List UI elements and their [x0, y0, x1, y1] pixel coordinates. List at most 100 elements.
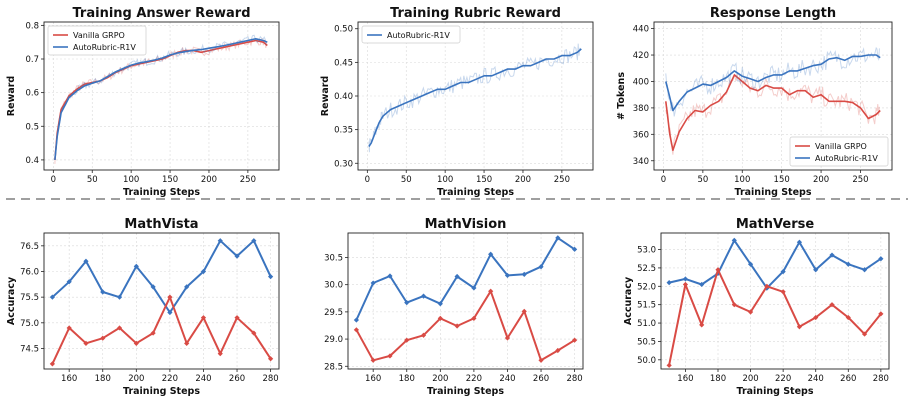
data-point	[780, 268, 786, 275]
x-tick-label: 50	[87, 175, 98, 185]
data-point	[251, 238, 257, 244]
chart-title: MathVerse	[736, 217, 814, 232]
series-line	[54, 39, 268, 160]
plot-frame	[43, 21, 280, 171]
x-tick-label: 100	[437, 175, 453, 185]
data-point	[780, 289, 786, 295]
series-line	[54, 37, 268, 160]
x-tick-label: 200	[813, 175, 829, 185]
legend-entry: Vanilla GRPO	[73, 31, 125, 40]
x-tick-label: 240	[808, 374, 824, 384]
data-point	[538, 264, 544, 270]
y-tick-label: 29.5	[324, 308, 343, 318]
x-tick-label: 200	[201, 175, 217, 185]
data-point	[699, 281, 705, 288]
data-point	[150, 284, 156, 290]
chart-mathvista: MathVista 160 180 200 220 240 260 280 74.5 75.0 75…	[6, 217, 280, 397]
data-point	[861, 331, 868, 337]
data-point	[829, 252, 835, 258]
series-line	[51, 296, 272, 365]
y-tick-label: 50.5	[637, 337, 656, 347]
x-tick-label: 260	[533, 374, 549, 384]
data-point	[878, 256, 884, 262]
y-tick-label: 50.0	[637, 356, 656, 366]
x-axis-label: Training Steps	[735, 187, 812, 198]
data-point	[100, 289, 106, 295]
x-tick-label: 180	[399, 374, 415, 384]
data-point	[682, 276, 689, 282]
series-line	[668, 239, 882, 290]
legend-entry: AutoRubric-R1V	[815, 154, 878, 163]
data-point	[538, 357, 544, 363]
legend-box	[789, 136, 889, 167]
data-point	[370, 357, 376, 363]
y-tick-label: 0.40	[334, 92, 353, 102]
data-point	[83, 258, 89, 264]
plot-frame	[43, 232, 280, 370]
data-point	[251, 330, 257, 336]
data-point	[200, 268, 207, 275]
data-point	[845, 314, 851, 321]
data-point	[504, 272, 511, 279]
x-axis-label: Training Steps	[123, 386, 200, 397]
data-point	[387, 273, 393, 279]
series-line	[668, 268, 882, 366]
x-axis-label: Training Steps	[123, 187, 200, 198]
data-point	[747, 309, 754, 315]
plot-frame	[357, 21, 594, 171]
y-tick-label: 0.6	[25, 89, 39, 99]
chart-title: Training Answer Reward	[72, 6, 250, 21]
data-point	[861, 267, 868, 273]
x-tick-label: 250	[240, 175, 256, 185]
x-axis-label: Training Steps	[437, 187, 514, 198]
y-tick-label: 52.0	[637, 282, 656, 292]
data-point	[116, 294, 123, 300]
x-tick-label: 200	[128, 374, 144, 384]
data-point	[133, 340, 139, 346]
y-tick-label: 0.45	[334, 58, 353, 68]
data-point	[150, 330, 156, 336]
y-tick-label: 28.5	[324, 362, 343, 372]
data-point	[471, 285, 477, 291]
chart-response-length: Response Length 0 50 100 150 200 250 340 360 380 4…	[616, 6, 893, 198]
data-point	[49, 294, 55, 300]
data-point	[234, 253, 240, 259]
y-tick-label: 0.5	[25, 122, 39, 132]
x-tick-label: 280	[873, 374, 889, 384]
y-tick-label: 0.30	[334, 159, 353, 169]
x-tick-label: 240	[195, 374, 211, 384]
data-point	[353, 327, 359, 333]
data-point	[184, 340, 190, 346]
y-tick-label: 360	[633, 130, 649, 140]
data-point	[813, 314, 819, 321]
y-tick-label: 30.0	[324, 281, 343, 291]
y-tick-label: 51.0	[637, 319, 656, 329]
data-point	[488, 251, 494, 257]
legend: Vanilla GRPO AutoRubric-R1V	[47, 25, 147, 56]
x-tick-label: 100	[734, 175, 750, 185]
x-tick-label: 150	[162, 175, 178, 185]
x-tick-label: 150	[774, 175, 790, 185]
series-raw-line	[54, 38, 267, 164]
x-tick-label: 50	[697, 175, 708, 185]
x-tick-label: 220	[466, 374, 482, 384]
chart-title: MathVision	[425, 217, 507, 232]
legend: AutoRubric-R1V	[361, 25, 461, 44]
legend-entry: AutoRubric-R1V	[387, 31, 450, 40]
legend-entry: AutoRubric-R1V	[73, 43, 136, 52]
x-tick-label: 240	[499, 374, 515, 384]
x-tick-label: 280	[262, 374, 278, 384]
y-tick-label: 400	[633, 77, 649, 87]
y-tick-label: 440	[633, 25, 649, 35]
y-tick-label: 0.50	[334, 25, 353, 35]
data-point	[521, 271, 527, 277]
y-tick-label: 29.0	[324, 335, 343, 345]
data-point	[715, 267, 721, 273]
series-line	[368, 48, 582, 147]
x-tick-label: 180	[95, 374, 111, 384]
chart-title: Training Rubric Reward	[390, 6, 561, 21]
data-point	[420, 332, 427, 338]
y-tick-label: 420	[633, 51, 649, 61]
x-tick-label: 0	[51, 175, 56, 185]
